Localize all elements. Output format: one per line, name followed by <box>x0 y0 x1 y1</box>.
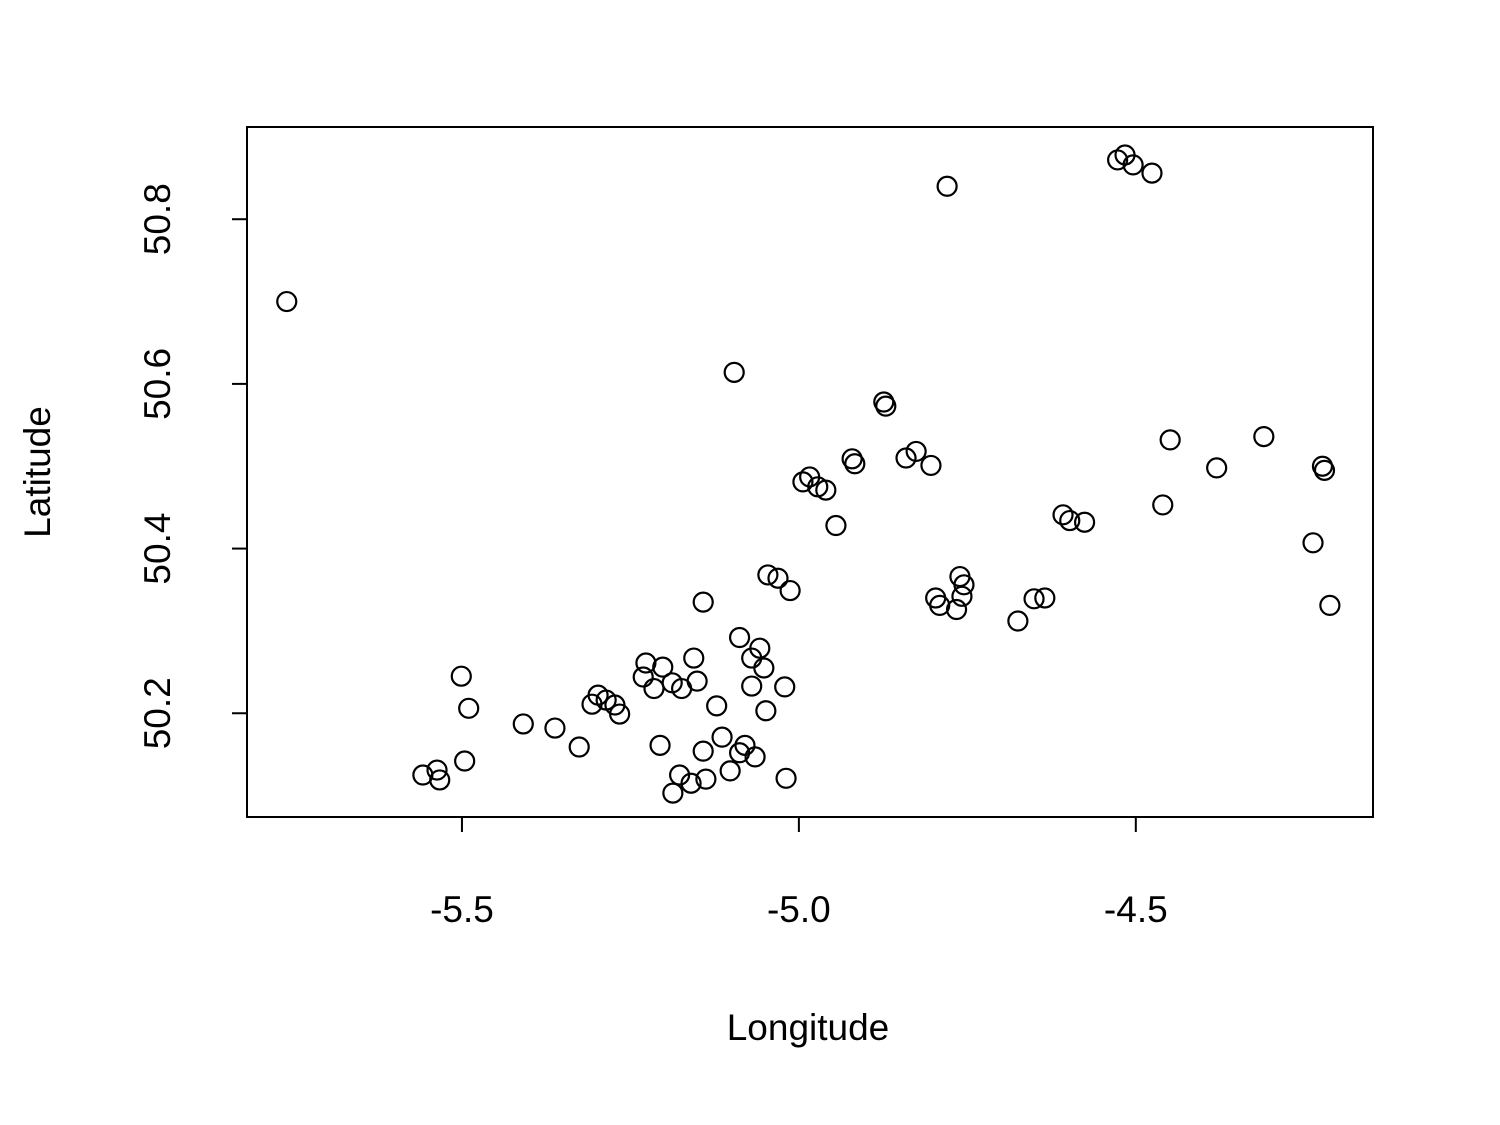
point <box>671 677 693 700</box>
point <box>1107 149 1129 171</box>
x-axis-title: Longitude <box>727 1007 890 1048</box>
x-tick-label: -5.5 <box>430 889 494 930</box>
point <box>1059 509 1081 532</box>
point <box>920 454 942 477</box>
point <box>568 736 590 758</box>
point <box>1122 154 1144 176</box>
point <box>753 657 775 679</box>
point <box>1034 587 1056 609</box>
point <box>719 760 741 782</box>
y-tick-label: 50.8 <box>137 183 178 255</box>
point <box>1023 588 1045 610</box>
point <box>1319 594 1341 616</box>
point <box>544 717 566 739</box>
point <box>744 746 766 768</box>
point <box>692 740 714 762</box>
point <box>945 598 968 621</box>
point <box>662 782 684 804</box>
point <box>426 759 448 781</box>
point <box>635 652 657 674</box>
point <box>841 448 863 470</box>
point <box>512 713 534 735</box>
point <box>775 767 797 789</box>
point <box>692 591 714 613</box>
point <box>728 626 751 649</box>
point <box>1141 162 1163 184</box>
point <box>755 700 777 722</box>
point <box>581 693 603 715</box>
point <box>844 453 866 475</box>
point <box>936 175 958 197</box>
point <box>429 769 451 791</box>
point <box>953 574 975 596</box>
point <box>815 479 837 501</box>
point <box>723 361 745 383</box>
point <box>779 579 801 602</box>
point <box>450 665 472 687</box>
point <box>1206 457 1228 479</box>
point <box>825 514 847 537</box>
point <box>652 656 674 678</box>
point <box>458 697 480 719</box>
point <box>683 647 705 669</box>
point <box>1159 429 1181 451</box>
point <box>1152 494 1174 516</box>
point <box>792 471 814 493</box>
point <box>609 703 631 725</box>
point <box>951 585 973 607</box>
x-tick-label: -5.0 <box>767 889 831 930</box>
point <box>643 677 665 700</box>
y-tick-label: 50.4 <box>137 513 178 585</box>
point <box>875 395 897 417</box>
point <box>454 750 476 772</box>
point <box>276 290 298 313</box>
y-axis-title: Latitude <box>17 406 58 538</box>
point <box>695 768 717 790</box>
point <box>895 447 917 469</box>
point <box>1007 610 1029 632</box>
point <box>757 564 779 586</box>
point <box>680 772 702 794</box>
point <box>706 695 728 717</box>
point <box>1302 532 1324 554</box>
y-tick-label: 50.6 <box>137 348 178 420</box>
point <box>929 594 951 616</box>
point <box>728 742 751 764</box>
point <box>1253 425 1275 448</box>
point <box>741 675 763 697</box>
point <box>767 567 789 589</box>
point <box>649 734 671 756</box>
point <box>1313 459 1336 481</box>
x-tick-label: -4.5 <box>1104 889 1168 930</box>
point <box>711 726 733 748</box>
plot-box <box>246 126 1374 818</box>
point <box>1073 511 1096 533</box>
point <box>632 666 654 688</box>
point <box>1052 504 1074 526</box>
point <box>774 676 796 698</box>
y-tick-label: 50.2 <box>137 677 178 749</box>
